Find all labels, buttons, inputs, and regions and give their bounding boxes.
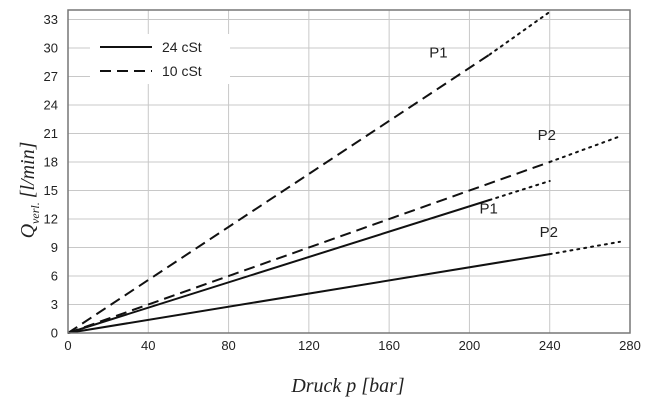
- series-10cst-p1-line: [67, 53, 491, 334]
- x-tick-label-3: 120: [298, 338, 320, 353]
- y-tick-label-8: 24: [44, 98, 58, 113]
- series-24cst-p1-line: [67, 199, 490, 334]
- y-axis-title-main: Q: [17, 223, 39, 238]
- legend: 24 cSt 10 cSt: [90, 34, 230, 84]
- annotation-p1-0: P1: [429, 45, 447, 62]
- y-tick-label-10: 30: [44, 41, 58, 56]
- annotation-p2-1: P2: [538, 127, 556, 144]
- y-tick-label-7: 21: [44, 126, 58, 141]
- y-tick-label-6: 18: [44, 155, 58, 170]
- x-tick-label-6: 240: [539, 338, 561, 353]
- x-tick-label-7: 280: [619, 338, 641, 353]
- y-axis-title-unit: [l/min]: [17, 142, 39, 199]
- y-tick-label-5: 15: [44, 183, 58, 198]
- x-tick-labels: 0 40 80 120 160 200 240 280: [64, 338, 640, 353]
- y-tick-label-11: 33: [44, 12, 58, 27]
- y-tick-label-9: 27: [44, 69, 58, 84]
- y-tick-labels: 0 3 6 9 12 15 18 21 24 27 30 33: [44, 12, 58, 341]
- series-10cst-p2-extrapolation: [548, 135, 621, 163]
- grid: [67, 10, 631, 334]
- series-24cst-p2-line: [67, 253, 550, 334]
- legend-background: [90, 34, 230, 84]
- svg-text:Qverl.[l/min]: Qverl. [l/min]: [17, 142, 42, 239]
- legend-label-24cst: 24 cSt: [162, 39, 202, 55]
- x-tick-label-5: 200: [459, 338, 481, 353]
- y-tick-label-3: 9: [51, 240, 58, 255]
- x-tick-label-1: 40: [141, 338, 155, 353]
- x-tick-label-2: 80: [221, 338, 235, 353]
- y-tick-label-4: 12: [44, 212, 58, 227]
- annotation-p2-3: P2: [540, 224, 558, 241]
- y-axis-title: Qverl. [l/min]: [17, 142, 42, 239]
- y-tick-label-2: 6: [51, 269, 58, 284]
- y-tick-label-1: 3: [51, 297, 58, 312]
- x-axis-title: Druck p [bar]: [290, 375, 404, 397]
- series-24cst-p2-extrapolation: [548, 240, 621, 256]
- plot-frame: [67, 9, 631, 334]
- y-axis-title-sub: verl.: [28, 202, 42, 224]
- annotations: P1 P2 P1 P2: [429, 45, 558, 242]
- y-tick-label-0: 0: [51, 326, 58, 341]
- series-group: [67, 10, 621, 334]
- x-tick-label-0: 0: [64, 338, 71, 353]
- series-10cst-p1-extrapolation: [488, 10, 551, 56]
- series-10cst-p2-line: [67, 161, 551, 334]
- annotation-p1-2: P1: [479, 200, 497, 217]
- legend-label-10cst: 10 cSt: [162, 63, 202, 79]
- x-tick-label-4: 160: [378, 338, 400, 353]
